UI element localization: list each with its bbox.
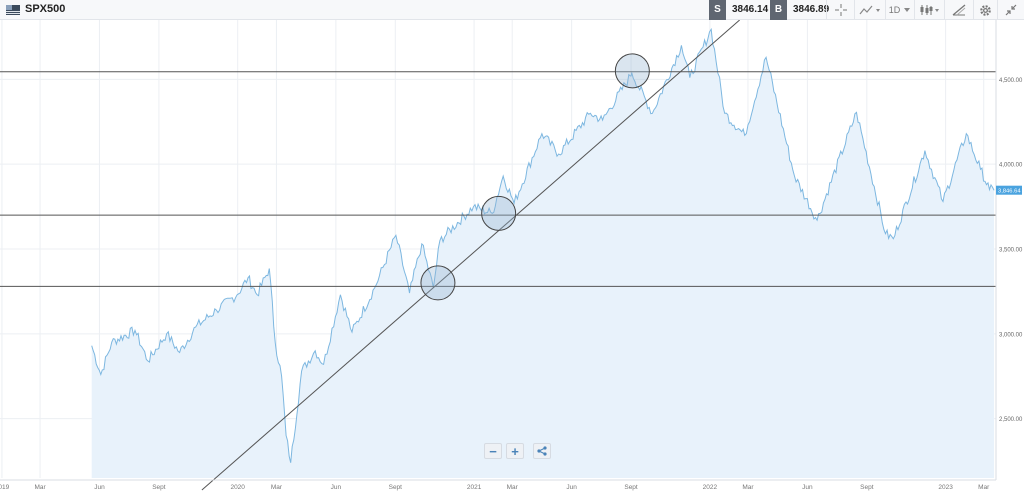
annotations [0, 20, 996, 491]
x-tick-label: Mar [742, 484, 754, 491]
chart-header: SPX500 S 3846.14 B 3846.89 1D [0, 0, 1024, 20]
drawing-tool-icon [952, 4, 966, 16]
y-tick-label: 3,500.00 [999, 248, 1023, 254]
zoom-out-button[interactable]: − [484, 443, 502, 459]
timeframe-dropdown[interactable]: 1D [885, 0, 914, 20]
candlestick-icon [920, 5, 939, 15]
crosshair-icon [834, 4, 847, 16]
chevron-down-icon [904, 8, 911, 12]
x-tick-label: Jun [331, 484, 342, 491]
timeframe-label: 1D [888, 5, 901, 15]
sell-price[interactable]: 3846.14 [732, 4, 769, 15]
chart-type-icon [859, 5, 880, 15]
last-price-label: 3,846.64 [998, 188, 1021, 194]
y-tick-label: 4,000.00 [999, 163, 1023, 169]
last-price-tag [996, 185, 1022, 195]
y-tick-label: 4,500.00 [999, 78, 1023, 84]
collapse-icon [1005, 4, 1017, 16]
price-line [91, 27, 995, 463]
x-tick-label: 2021 [467, 484, 482, 491]
x-tick-label: Jun [566, 484, 577, 491]
share-button[interactable] [533, 443, 551, 459]
collapse-button[interactable] [997, 0, 1024, 20]
x-tick-label: Sept [152, 484, 166, 491]
chart-type-button[interactable] [854, 0, 885, 20]
gear-icon [980, 4, 991, 16]
settings-button[interactable] [973, 0, 997, 20]
buy-badge[interactable]: B [770, 0, 787, 20]
x-tick-label: 2023 [938, 484, 953, 491]
highlight-circle [614, 53, 650, 89]
y-tick-label: 2,500.00 [999, 417, 1023, 423]
trendline [201, 20, 740, 491]
highlight-circle [481, 195, 517, 231]
zoom-in-button[interactable]: + [506, 443, 524, 459]
flag-icon [6, 5, 20, 15]
axes: 2019 Mar Jun Sept 2020 Mar Jun Sept 2021 Mar Jun Se… [0, 20, 1023, 491]
price-area [91, 29, 995, 479]
highlight-circle [420, 265, 456, 301]
x-tick-label: Jun [94, 484, 105, 491]
drawing-tool-button[interactable] [944, 0, 973, 20]
x-tick-label: Mar [507, 484, 519, 491]
x-tick-label: Sept [389, 484, 403, 491]
x-tick-label: Sept [860, 484, 874, 491]
sell-badge[interactable]: S [709, 0, 726, 20]
x-tick-label: Sept [624, 484, 638, 491]
x-tick-label: 2019 [0, 484, 10, 491]
x-tick-label: 2022 [703, 484, 718, 491]
buy-price[interactable]: 3846.89 [793, 4, 830, 15]
y-tick-label: 3,000.00 [999, 332, 1023, 338]
x-tick-label: Mar [34, 484, 46, 491]
share-icon [537, 446, 547, 456]
candlestick-button[interactable] [914, 0, 944, 20]
price-chart[interactable]: 2019 Mar Jun Sept 2020 Mar Jun Sept 2021 Mar Jun Se… [0, 20, 1024, 492]
x-tick-label: Jun [802, 484, 813, 491]
crosshair-button[interactable] [826, 0, 854, 20]
symbol-name: SPX500 [25, 3, 66, 15]
x-tick-label: Mar [978, 484, 990, 491]
x-tick-label: 2020 [230, 484, 245, 491]
x-tick-label: Mar [271, 484, 283, 491]
